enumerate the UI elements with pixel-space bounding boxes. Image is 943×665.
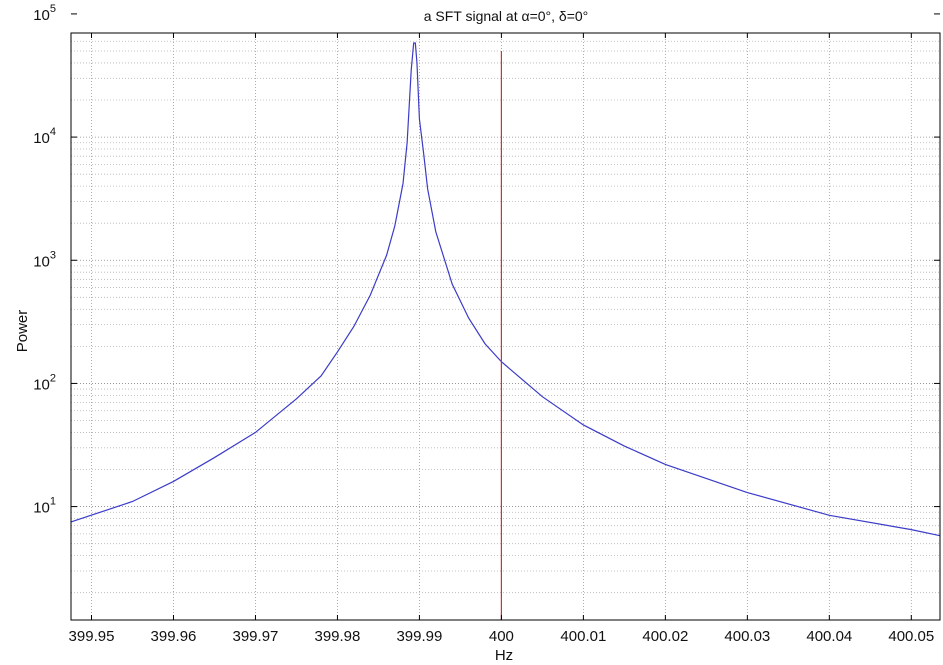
x-axis-label: Hz <box>495 647 513 664</box>
y-tick-label: 101 <box>33 496 56 517</box>
grid-lines <box>71 32 940 620</box>
x-axis: 399.95 399.96 399.97 399.98 399.99 400 400.01 4… <box>69 33 934 645</box>
x-tick-label: 399.99 <box>396 628 442 645</box>
y-tick-label: 102 <box>33 372 56 393</box>
y-tick-exponent: 3 <box>50 249 56 261</box>
x-tick-label: 399.95 <box>69 628 115 645</box>
x-tick-label: 400.01 <box>560 628 606 645</box>
x-tick-label: 400.05 <box>888 628 934 645</box>
plot-area <box>70 32 941 621</box>
x-tick-label: 400.03 <box>724 628 770 645</box>
y-tick-exponent: 1 <box>50 496 56 508</box>
series-line-power <box>70 42 941 537</box>
y-axis-label: Power <box>14 310 31 353</box>
y-tick-exponent: 5 <box>50 3 56 15</box>
series-layer <box>70 42 941 620</box>
y-tick-label: 105 <box>33 3 56 24</box>
y-tick-label: 103 <box>33 249 56 270</box>
y-tick-exponent: 2 <box>50 372 56 384</box>
x-tick-label: 399.97 <box>233 628 279 645</box>
x-tick-label: 400.02 <box>642 628 688 645</box>
y-tick-exponent: 4 <box>50 126 56 138</box>
y-tick-label: 104 <box>33 126 56 147</box>
x-tick-label: 399.98 <box>314 628 360 645</box>
y-axis: 101 102 103 104 105 <box>33 3 940 517</box>
x-tick-label: 399.96 <box>151 628 197 645</box>
x-tick-label: 400 <box>489 628 514 645</box>
chart-title: a SFT signal at α=0°, δ=0° <box>424 8 589 24</box>
x-tick-label: 400.04 <box>806 628 852 645</box>
